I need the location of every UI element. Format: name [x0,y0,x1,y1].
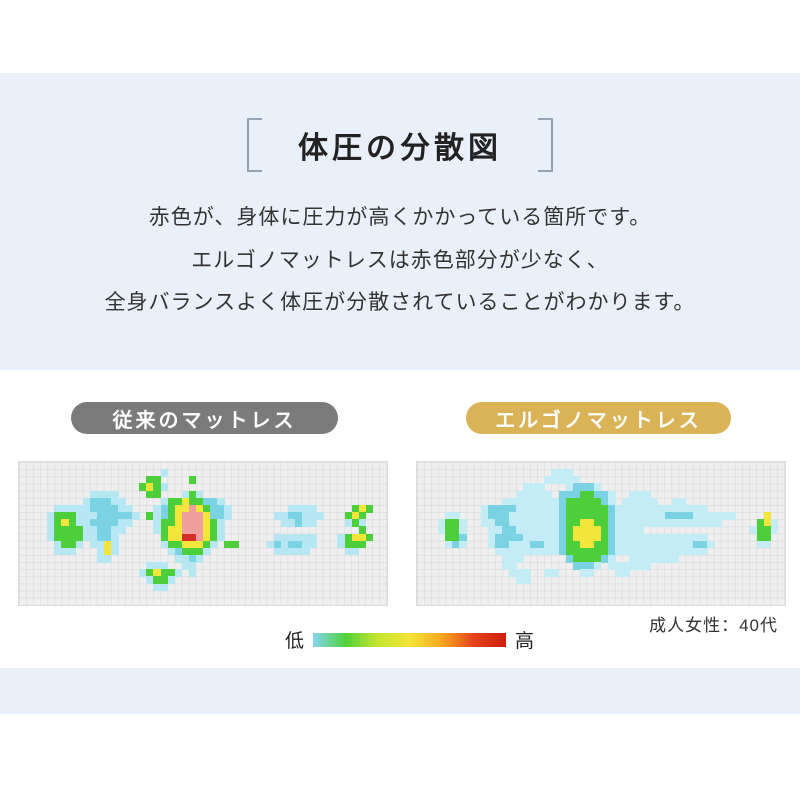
legend-gradient-bar [313,632,507,647]
pressure-legend: 低 高 [285,626,534,653]
description: 赤色が、身体に圧力が高くかかっている箇所です。 エルゴノマットレスは赤色部分が少… [0,197,800,325]
pill-text-ergono: エルゴノマットレス [495,409,702,432]
heatmap-conventional-mattress [18,461,388,606]
title-block: 体圧の分散図 [0,118,800,172]
legend-high-label: 高 [515,631,535,652]
pill-text-conventional: 従来のマットレス [112,409,297,432]
bottom-band [0,668,800,714]
heatmap-ergono-mattress [416,461,786,606]
label-ergono-mattress: エルゴノマットレス [466,402,731,434]
description-line-1: 赤色が、身体に圧力が高くかかっている箇所です。 [148,206,652,229]
hero-band [0,73,800,370]
label-conventional-mattress: 従来のマットレス [71,402,338,434]
description-line-3: 全身バランスよく体圧が分散されていることがわかります。 [104,291,696,314]
bracket-right-icon [538,118,553,172]
description-line-2: エルゴノマットレスは赤色部分が少なく、 [191,248,609,272]
bracket-left-icon [247,118,262,172]
page-title: 体圧の分散図 [298,132,502,165]
legend-low-label: 低 [285,631,305,652]
heatmap-cells-ergono [417,462,785,605]
subject-caption: 成人女性：40代 [649,616,778,635]
heatmap-cells-conventional [19,462,387,605]
